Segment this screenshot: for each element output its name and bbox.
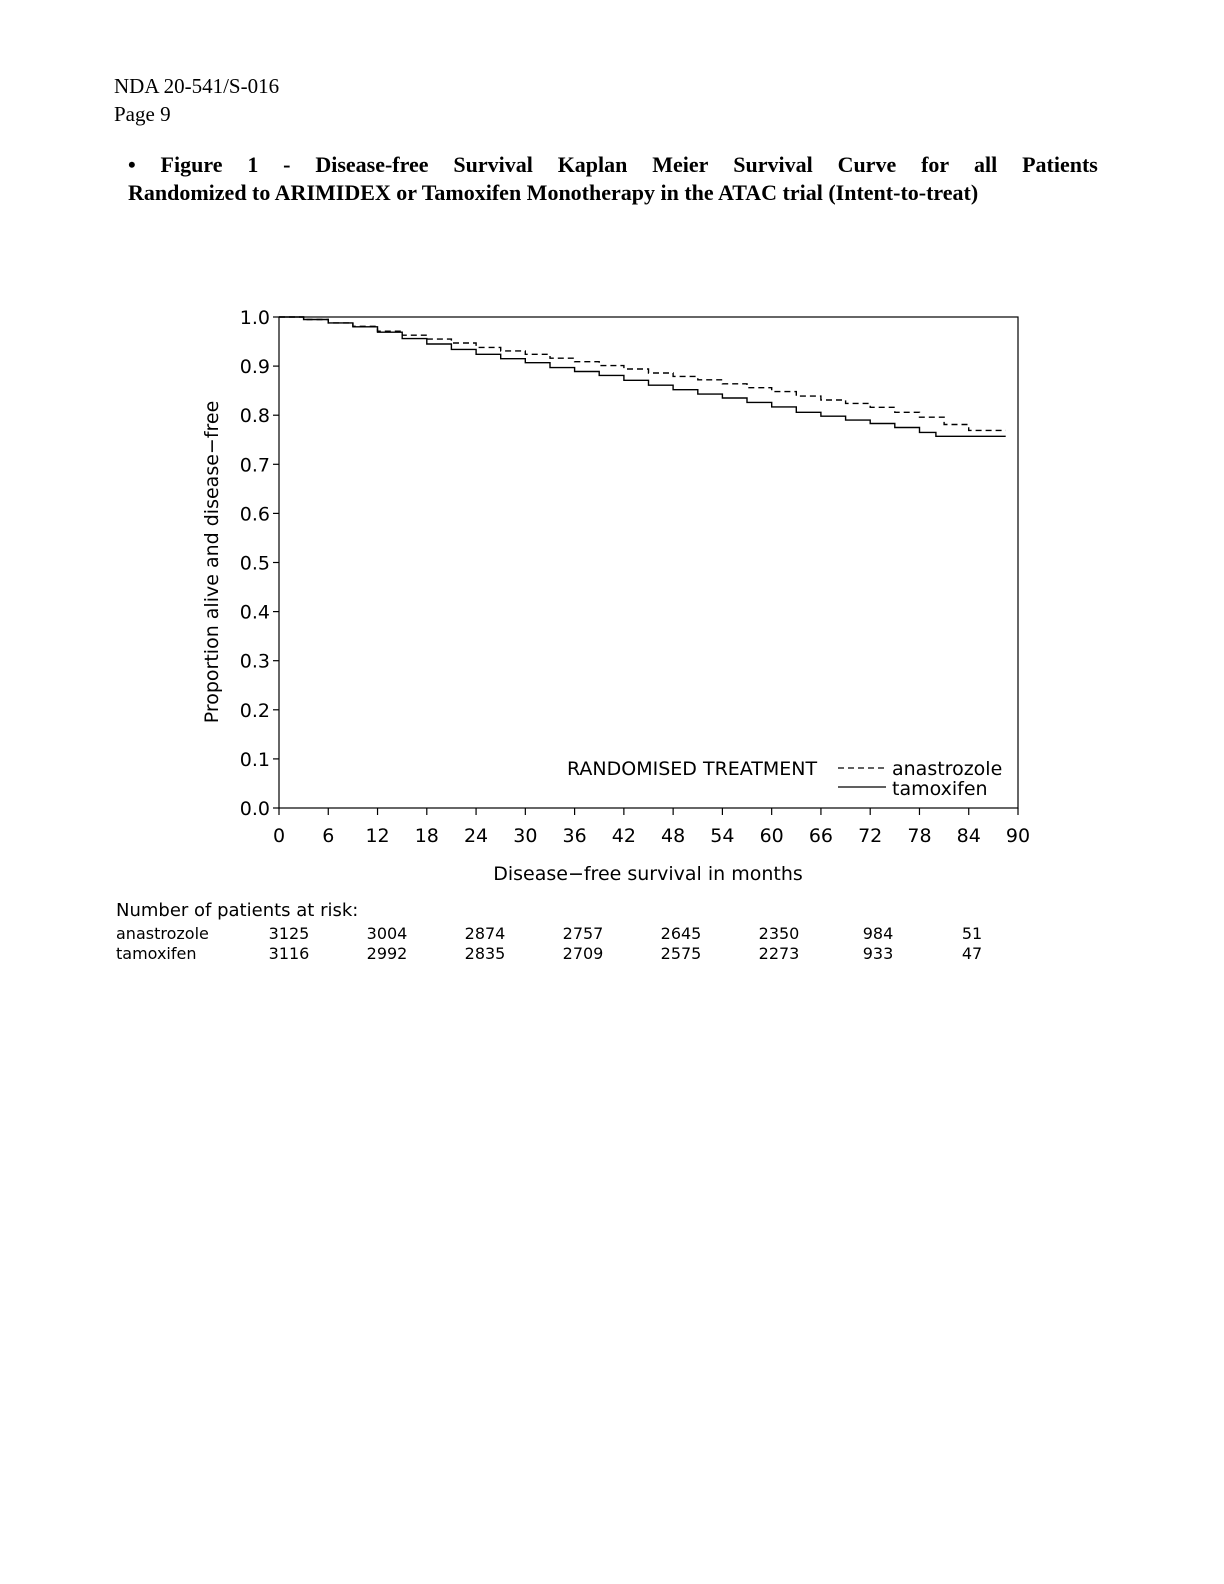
caption-word: Meier xyxy=(652,152,709,177)
y-tick-label: 0.0 xyxy=(240,798,270,820)
x-tick-label: 42 xyxy=(612,825,636,847)
y-tick-label: 0.7 xyxy=(240,454,270,476)
plot-frame xyxy=(278,316,1019,809)
risk-row-label: tamoxifen xyxy=(116,944,197,963)
risk-value: 2757 xyxy=(562,924,604,943)
risk-value: 2273 xyxy=(758,944,800,963)
x-tick-label: 84 xyxy=(957,825,981,847)
legend-label-anastrozole: anastrozole xyxy=(892,758,1002,780)
x-tick-label: 6 xyxy=(322,825,334,847)
y-axis: 0.0 0.1 0.2 0.3 0.4 0.5 0.6 0.7 0.8 0.9 1.0 xyxy=(240,307,279,820)
legend-label-tamoxifen: tamoxifen xyxy=(892,778,988,800)
y-tick-label: 1.0 xyxy=(240,307,270,329)
caption-line-2: Randomized to ARIMIDEX or Tamoxifen Mono… xyxy=(128,180,979,205)
caption-line-1: • Figure 1 - Disease-free Survival Kapla… xyxy=(128,151,1098,179)
risk-value: 2874 xyxy=(464,924,506,943)
caption-word: all xyxy=(974,152,998,177)
series-line-tamoxifen xyxy=(279,316,1006,437)
x-tick-label: 30 xyxy=(513,825,537,847)
risk-value: 2350 xyxy=(758,924,800,943)
y-tick-label: 0.3 xyxy=(240,651,270,673)
risk-table-title: Number of patients at risk: xyxy=(116,900,359,921)
legend-title: RANDOMISED TREATMENT xyxy=(567,758,818,780)
risk-value: 3125 xyxy=(268,924,310,943)
y-tick-label: 0.1 xyxy=(240,749,270,771)
series-line-anastrozole xyxy=(279,316,1006,432)
risk-value: 2835 xyxy=(464,944,506,963)
x-tick-label: 48 xyxy=(661,825,685,847)
caption-bullet: • xyxy=(128,152,136,177)
x-tick-label: 72 xyxy=(858,825,882,847)
caption-word: for xyxy=(921,152,950,177)
x-tick-label: 78 xyxy=(907,825,931,847)
risk-value: 3004 xyxy=(366,924,408,943)
legend: RANDOMISED TREATMENT anastrozole tamoxif… xyxy=(567,758,1002,800)
caption-word: 1 xyxy=(247,152,259,177)
caption-word: Disease-free xyxy=(315,152,429,177)
y-tick-label: 0.6 xyxy=(240,503,270,525)
page-number: Page 9 xyxy=(114,102,171,126)
x-tick-label: 60 xyxy=(760,825,784,847)
y-tick-label: 0.4 xyxy=(240,602,270,624)
caption-word: Survival xyxy=(733,152,813,177)
risk-value: 3116 xyxy=(268,944,310,963)
y-axis-label: Proportion alive and disease−free xyxy=(201,401,223,724)
caption-word: Survival xyxy=(453,152,533,177)
figure-caption: • Figure 1 - Disease-free Survival Kapla… xyxy=(128,151,1098,207)
risk-value: 51 xyxy=(961,924,983,943)
risk-value: 2575 xyxy=(660,944,702,963)
risk-row-label: anastrozole xyxy=(116,924,209,943)
document-header: NDA 20-541/S-016 Page 9 xyxy=(114,72,279,128)
x-axis-label: Disease−free survival in months xyxy=(493,863,803,885)
y-tick-label: 0.8 xyxy=(240,405,270,427)
caption-word: Figure xyxy=(160,152,223,177)
caption-word: Kaplan xyxy=(557,152,628,177)
caption-word: Patients xyxy=(1022,152,1098,177)
risk-value: 2709 xyxy=(562,944,604,963)
x-tick-label: 24 xyxy=(464,825,488,847)
x-tick-label: 66 xyxy=(809,825,833,847)
x-tick-label: 36 xyxy=(563,825,587,847)
survival-chart: 0.0 0.1 0.2 0.3 0.4 0.5 0.6 0.7 0.8 0.9 1.0 0 6 12 18… xyxy=(201,307,1030,885)
risk-value: 933 xyxy=(862,944,894,963)
risk-value: 47 xyxy=(961,944,983,963)
x-tick-label: 18 xyxy=(415,825,439,847)
risk-value: 984 xyxy=(862,924,894,943)
nda-number: NDA 20-541/S-016 xyxy=(114,74,280,98)
series-layer xyxy=(279,316,1006,437)
x-tick-label: 0 xyxy=(273,825,285,847)
risk-value: 2992 xyxy=(366,944,408,963)
x-axis: 0 6 12 18 24 30 36 42 48 54 60 66 72 78 84 90 xyxy=(273,808,1030,847)
y-tick-label: 0.9 xyxy=(240,356,270,378)
x-tick-label: 12 xyxy=(365,825,389,847)
y-tick-label: 0.5 xyxy=(240,553,270,575)
x-tick-label: 54 xyxy=(710,825,734,847)
caption-word: Curve xyxy=(837,152,897,177)
x-tick-label: 90 xyxy=(1006,825,1030,847)
y-tick-label: 0.2 xyxy=(240,700,270,722)
caption-word: - xyxy=(283,152,291,177)
risk-value: 2645 xyxy=(660,924,702,943)
